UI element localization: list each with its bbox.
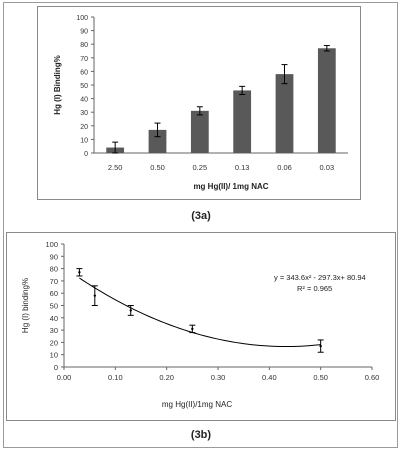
x-tick-label: 0.00 xyxy=(57,373,72,382)
y-tick-label: 40 xyxy=(80,97,88,104)
data-point xyxy=(319,344,322,348)
y-tick-label: 20 xyxy=(80,124,88,131)
y-tick-label: 50 xyxy=(50,302,58,311)
x-tick-label: 2.50 xyxy=(108,163,123,172)
x-tick-label: 0.25 xyxy=(193,163,208,172)
x-tick-label: 0.20 xyxy=(159,373,174,382)
y-tick-label: 90 xyxy=(80,29,88,36)
data-point xyxy=(93,294,97,297)
y-tick-label: 0 xyxy=(84,151,88,158)
bar xyxy=(275,74,294,153)
y-tick-label: 60 xyxy=(50,289,58,298)
y-tick-label: 100 xyxy=(76,15,88,22)
chart-panel-3b: 0 10 20 30 40 50 60 70 80 90 100 0.00 0.10 0.20 0.30 0.… xyxy=(6,232,396,421)
y-axis-title: Hg (I) binding% xyxy=(21,278,30,333)
chart-panel-3a: 0 10 20 30 40 50 60 70 80 90 100 2.50 0.50 0.25 0.13 0.… xyxy=(37,6,361,200)
y-tick-label: 20 xyxy=(50,338,58,347)
bar xyxy=(317,48,336,153)
y-tick-label: 80 xyxy=(80,42,88,49)
trendline xyxy=(79,277,321,348)
y-axis-title: Hg (I) Binding% xyxy=(53,55,62,115)
y-tick-label: 10 xyxy=(50,351,58,360)
r-squared-label: R² = 0.965 xyxy=(297,284,332,293)
y-tick-label: 100 xyxy=(45,240,58,249)
x-tick-label: 0.50 xyxy=(150,163,165,172)
x-tick-label: 0.06 xyxy=(277,163,292,172)
x-axis-title: mg Hg(II)/ 1mg NAC xyxy=(193,182,268,191)
caption-3b: (3b) xyxy=(190,429,212,441)
y-tick-label: 80 xyxy=(50,265,58,274)
x-tick-label: 0.30 xyxy=(211,373,226,382)
y-tick-label: 90 xyxy=(50,252,58,261)
y-tick-label: 30 xyxy=(50,326,58,335)
x-tick-label: 0.40 xyxy=(262,373,277,382)
y-tick-label: 70 xyxy=(50,277,58,286)
x-tick-label: 0.10 xyxy=(108,373,123,382)
y-tick-label: 50 xyxy=(80,83,88,90)
bar xyxy=(233,90,252,153)
bar-chart: 0 10 20 30 40 50 60 70 80 90 100 2.50 0.50 0.25 0.13 0.… xyxy=(53,15,348,191)
x-tick-label: 0.60 xyxy=(365,373,380,382)
scatter-chart: 0 10 20 30 40 50 60 70 80 90 100 0.00 0.10 0.20 0.30 0.… xyxy=(21,240,380,409)
y-tick-label: 30 xyxy=(80,110,88,117)
y-tick-label: 70 xyxy=(80,56,88,63)
x-tick-label: 0.50 xyxy=(313,373,328,382)
data-point xyxy=(191,327,194,331)
x-tick-label: 0.13 xyxy=(235,163,250,172)
bar xyxy=(148,129,167,153)
x-axis-title: mg Hg(II)/1mg NAC xyxy=(162,400,232,409)
y-tick-label: 40 xyxy=(50,314,58,323)
data-point xyxy=(129,309,132,312)
caption-3a: (3a) xyxy=(191,210,211,222)
y-tick-label: 60 xyxy=(80,69,88,76)
bar xyxy=(190,110,209,153)
y-tick-label: 10 xyxy=(80,137,88,144)
data-point xyxy=(78,271,81,274)
trendline-equation: y = 343.6x² - 297.3x+ 80.94 xyxy=(274,273,366,282)
y-tick-label: 0 xyxy=(54,363,58,372)
x-tick-label: 0.03 xyxy=(320,163,335,172)
